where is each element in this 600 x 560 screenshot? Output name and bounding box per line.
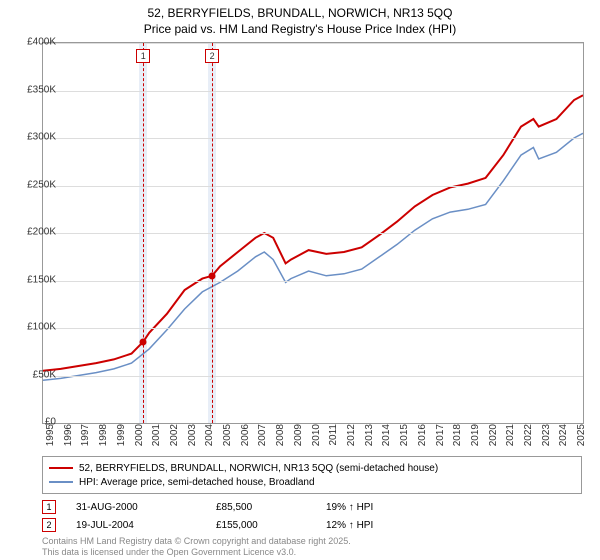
sale-delta: 12% ↑ HPI — [326, 520, 426, 531]
legend-swatch — [49, 481, 73, 483]
x-axis-label: 1998 — [98, 424, 109, 454]
legend: 52, BERRYFIELDS, BRUNDALL, NORWICH, NR13… — [42, 456, 582, 494]
legend-item: HPI: Average price, semi-detached house,… — [49, 475, 575, 489]
legend-item: 52, BERRYFIELDS, BRUNDALL, NORWICH, NR13… — [49, 461, 575, 475]
plot-area: 12 — [42, 42, 584, 424]
x-axis-label: 2009 — [293, 424, 304, 454]
x-axis-label: 1996 — [63, 424, 74, 454]
x-axis-label: 2010 — [311, 424, 322, 454]
series-line-hpi — [43, 133, 583, 380]
sale-dot — [140, 338, 147, 345]
x-axis-label: 1997 — [80, 424, 91, 454]
chart-title: 52, BERRYFIELDS, BRUNDALL, NORWICH, NR13… — [0, 0, 600, 37]
sale-marker-box: 1 — [136, 49, 150, 63]
gridline — [43, 43, 583, 44]
x-axis-label: 2002 — [169, 424, 180, 454]
x-axis-label: 2019 — [470, 424, 481, 454]
x-axis-label: 2015 — [399, 424, 410, 454]
title-line2: Price paid vs. HM Land Registry's House … — [0, 22, 600, 38]
x-axis-label: 2025 — [576, 424, 587, 454]
x-axis-label: 2014 — [381, 424, 392, 454]
x-axis-label: 2016 — [417, 424, 428, 454]
x-axis-label: 2011 — [328, 424, 339, 454]
sale-vline — [212, 43, 213, 423]
x-axis-label: 2024 — [558, 424, 569, 454]
x-axis-label: 2012 — [346, 424, 357, 454]
sale-dot — [209, 272, 216, 279]
x-axis-label: 1999 — [116, 424, 127, 454]
y-axis-label: £400K — [6, 37, 56, 48]
gridline — [43, 91, 583, 92]
y-axis-label: £150K — [6, 274, 56, 285]
x-axis-label: 2021 — [505, 424, 516, 454]
x-axis-label: 2008 — [275, 424, 286, 454]
title-line1: 52, BERRYFIELDS, BRUNDALL, NORWICH, NR13… — [0, 6, 600, 22]
sales-table: 1 31-AUG-2000£85,50019% ↑ HPI 2 19-JUL-2004… — [42, 498, 426, 534]
y-axis-label: £250K — [6, 179, 56, 190]
y-axis-label: £300K — [6, 132, 56, 143]
y-axis-label: £50K — [6, 369, 56, 380]
gridline — [43, 376, 583, 377]
x-axis-label: 2020 — [488, 424, 499, 454]
legend-label: HPI: Average price, semi-detached house,… — [79, 477, 315, 488]
x-axis-label: 2007 — [257, 424, 268, 454]
chart-container: 52, BERRYFIELDS, BRUNDALL, NORWICH, NR13… — [0, 0, 600, 560]
x-axis-label: 2000 — [134, 424, 145, 454]
x-axis-label: 2004 — [204, 424, 215, 454]
sale-index-box: 1 — [42, 500, 56, 514]
x-axis-label: 2023 — [541, 424, 552, 454]
x-axis-label: 1995 — [45, 424, 56, 454]
sale-index-box: 2 — [42, 518, 56, 532]
sale-delta: 19% ↑ HPI — [326, 502, 426, 513]
y-axis-label: £350K — [6, 84, 56, 95]
sale-date: 31-AUG-2000 — [76, 502, 216, 513]
sale-vline — [143, 43, 144, 423]
gridline — [43, 233, 583, 234]
x-axis-label: 2017 — [435, 424, 446, 454]
footer-line1: Contains HM Land Registry data © Crown c… — [42, 536, 351, 547]
footer-line2: This data is licensed under the Open Gov… — [42, 547, 351, 558]
sale-price: £155,000 — [216, 520, 326, 531]
gridline — [43, 328, 583, 329]
sale-marker-box: 2 — [205, 49, 219, 63]
y-axis-label: £100K — [6, 322, 56, 333]
gridline — [43, 138, 583, 139]
x-axis-label: 2006 — [240, 424, 251, 454]
x-axis-label: 2001 — [151, 424, 162, 454]
sale-row: 1 31-AUG-2000£85,50019% ↑ HPI — [42, 498, 426, 516]
x-axis-label: 2003 — [187, 424, 198, 454]
sale-row: 2 19-JUL-2004£155,00012% ↑ HPI — [42, 516, 426, 534]
sale-date: 19-JUL-2004 — [76, 520, 216, 531]
gridline — [43, 186, 583, 187]
legend-swatch — [49, 467, 73, 469]
gridline — [43, 281, 583, 282]
x-axis-label: 2005 — [222, 424, 233, 454]
x-axis-label: 2022 — [523, 424, 534, 454]
footer: Contains HM Land Registry data © Crown c… — [42, 536, 351, 558]
legend-label: 52, BERRYFIELDS, BRUNDALL, NORWICH, NR13… — [79, 463, 438, 474]
x-axis-label: 2013 — [364, 424, 375, 454]
sale-price: £85,500 — [216, 502, 326, 513]
x-axis-label: 2018 — [452, 424, 463, 454]
y-axis-label: £200K — [6, 227, 56, 238]
